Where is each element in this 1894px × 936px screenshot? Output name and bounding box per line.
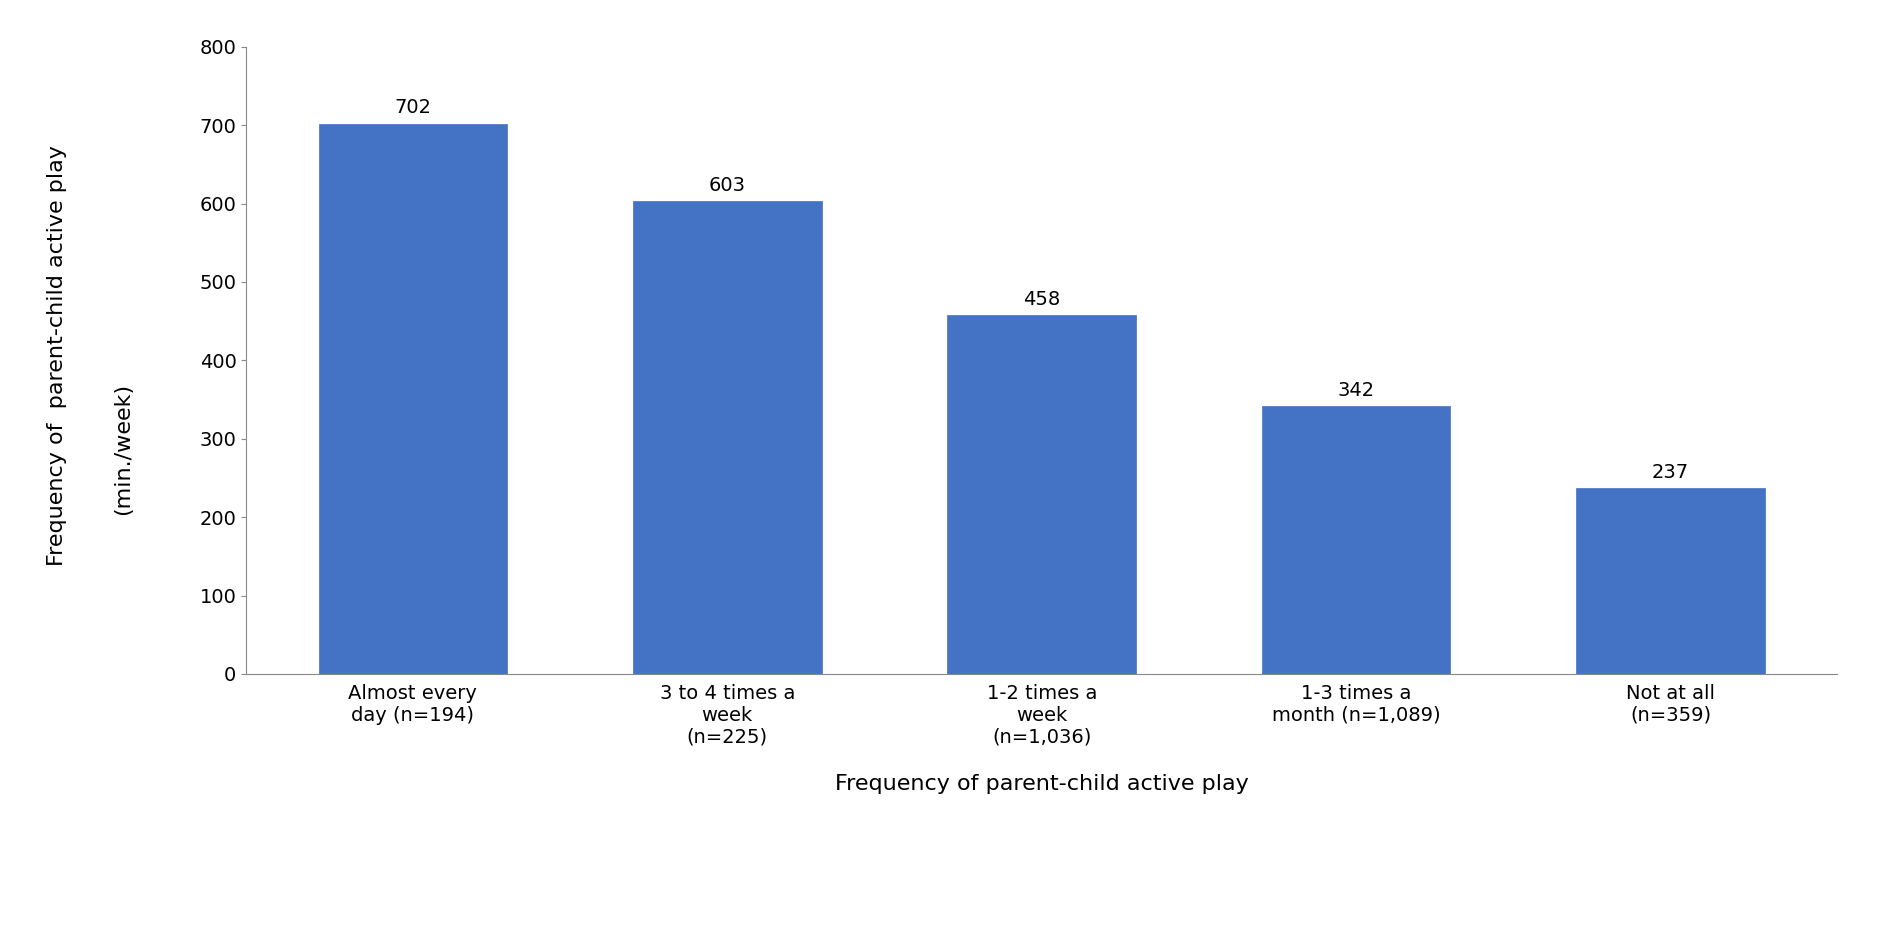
Bar [1576,489,1765,674]
Text: 603: 603 [708,176,746,195]
Bar [633,201,822,674]
Text: 702: 702 [394,98,432,117]
Text: Frequency of  parent-child active play: Frequency of parent-child active play [47,145,66,566]
Bar [947,314,1136,674]
Text: 458: 458 [1023,289,1061,309]
Text: (min./week): (min./week) [114,383,133,516]
X-axis label: Frequency of parent-child active play: Frequency of parent-child active play [835,774,1248,795]
Text: 342: 342 [1337,381,1375,400]
Text: 237: 237 [1652,463,1689,482]
Bar [1261,406,1451,674]
Bar [318,124,508,674]
